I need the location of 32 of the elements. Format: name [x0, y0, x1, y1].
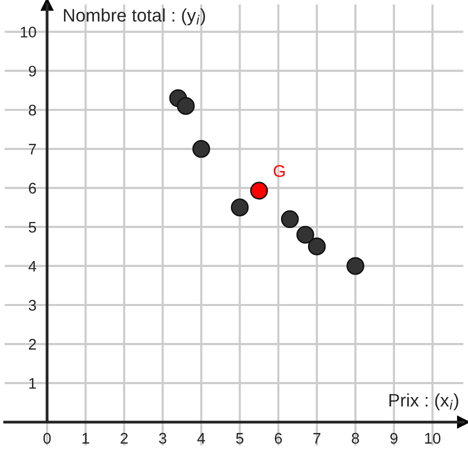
y-tick-label: 9	[28, 66, 36, 77]
x-tick-label: 1	[82, 433, 90, 444]
y-tick-label: 8	[28, 104, 36, 116]
x-tick-label: 8	[352, 432, 359, 444]
y-tick-label: 6	[28, 182, 36, 194]
x-tick-label: 0	[43, 432, 51, 444]
x-tick-label: 7	[313, 433, 320, 444]
x-tick-label: 3	[159, 432, 166, 444]
y-axis-title: Nombre total : (y$_{i}$)	[64, 8, 206, 26]
x-tick-label: 9	[390, 432, 398, 444]
point	[280, 210, 299, 228]
x-tick-label: 6	[274, 432, 282, 444]
x-tick-label: 2	[120, 432, 128, 444]
point	[176, 97, 195, 115]
x-tick-label: 5	[236, 433, 244, 444]
point	[250, 182, 268, 200]
point	[346, 257, 364, 275]
y-tick-label: 2	[28, 338, 36, 350]
x-tick-label: 10	[425, 432, 440, 444]
point	[308, 238, 326, 256]
y-tick-label: 1	[29, 378, 36, 389]
x-axis-title: Prix : (x$_{i}$)	[389, 393, 458, 410]
y-tick-label: 4	[28, 261, 36, 272]
point	[230, 198, 249, 216]
point	[296, 226, 314, 244]
point	[192, 140, 210, 158]
y-tick-label: 3	[28, 300, 36, 311]
y-tick-label: 5	[28, 222, 36, 233]
y-tick-label: 10	[20, 26, 36, 38]
y-tick-label: 7	[28, 144, 36, 154]
annotation: G	[274, 165, 285, 177]
x-tick-label: 4	[197, 433, 206, 444]
